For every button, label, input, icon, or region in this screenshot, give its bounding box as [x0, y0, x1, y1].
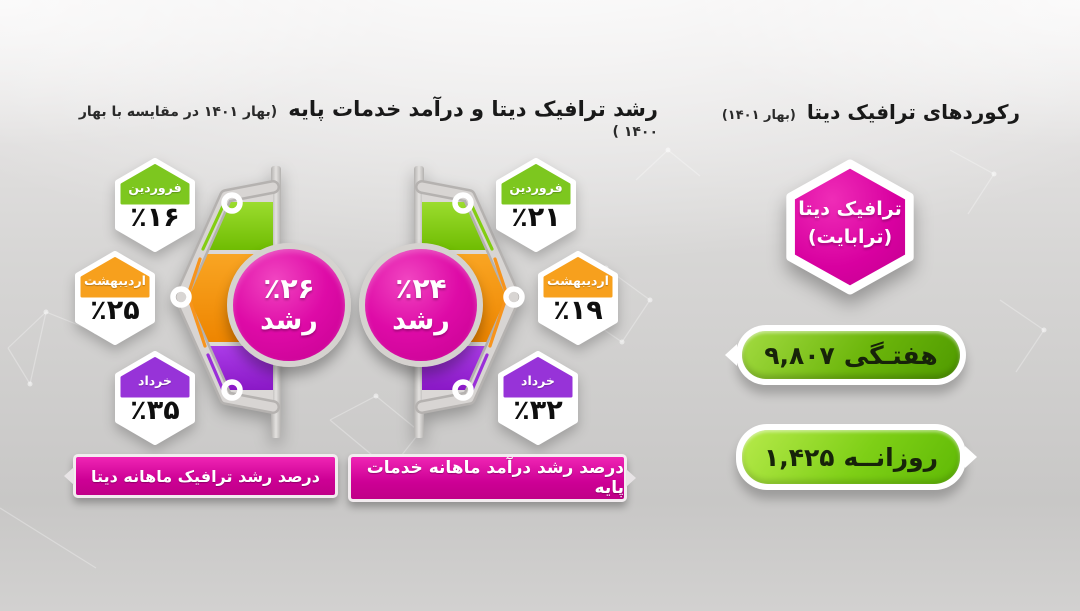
month-value: ٪۲۵	[90, 295, 140, 326]
purple-track-line	[470, 353, 489, 392]
traffic-unit-label: ترافیک دیتا (ترابایت)	[785, 195, 915, 251]
traffic-growth-percent: ٪۲۶	[263, 272, 315, 305]
badge-revenue-ordibehesht: اردیبهشت ٪۱۹	[535, 251, 621, 345]
month-name: خرداد	[138, 373, 172, 388]
badge-hexagon-icon	[538, 251, 618, 345]
traffic-growth-total-badge: ٪۲۶ رشد	[227, 243, 351, 367]
connector-dot-icon	[452, 379, 474, 401]
badge-hexagon-icon	[498, 351, 578, 445]
daily-record-content: روزانــه ۱,۴۲۵	[742, 430, 960, 484]
main-title-note: (بهار ۱۴۰۱ در مقایسه با بهار ۱۴۰۰ )	[78, 104, 658, 140]
month-value: ٪۲۱	[511, 202, 561, 233]
badge-traffic-ordibehesht: اردیبهشت ٪۲۵	[72, 251, 158, 345]
badge-hexagon-icon	[496, 158, 576, 252]
green-track-line	[201, 204, 225, 251]
weekly-value: ۹,۸۰۷	[764, 340, 835, 370]
badge-hexagon-icon	[115, 158, 195, 252]
month-value: ٪۱۹	[553, 295, 603, 326]
connector-dot-icon	[170, 286, 192, 308]
revenue-caption-bar: درصد رشد درآمد ماهانه خدمات پایه	[348, 454, 636, 502]
main-title-text: رشد ترافیک دیتا و درآمد خدمات پایه	[288, 97, 658, 121]
badge-hexagon-icon	[75, 251, 155, 345]
month-value: ٪۳۵	[130, 395, 180, 426]
traffic-caption-text: درصد رشد ترافیک ماهانه دیتا	[91, 466, 320, 486]
month-name: خرداد	[521, 373, 555, 388]
revenue-growth-label: رشد	[392, 305, 450, 336]
month-name: اردیبهشت	[547, 273, 609, 288]
purple-track-line	[206, 353, 225, 392]
green-track-line	[470, 204, 494, 251]
badge-traffic-farvardin: فروردین ٪۱۶	[112, 158, 198, 252]
connector-dot-icon	[221, 192, 243, 214]
badge-traffic-khordad: خرداد ٪۳۵	[112, 351, 198, 445]
traffic-growth-label: رشد	[260, 305, 318, 336]
arrow-right-icon	[965, 446, 977, 468]
daily-record-pill: روزانــه ۱,۴۲۵	[736, 424, 977, 490]
weekly-label: هفتـگی	[843, 340, 938, 370]
arrow-notch-icon	[626, 469, 636, 487]
arrow-left-icon	[725, 344, 737, 366]
badge-revenue-khordad: خرداد ٪۳۲	[495, 351, 581, 445]
weekly-record-pill: هفتـگی ۹,۸۰۷	[725, 325, 966, 385]
month-name: اردیبهشت	[84, 273, 146, 288]
daily-label: روزانــه	[843, 442, 939, 472]
month-name: فروردین	[509, 180, 563, 195]
records-title-note: (بهار ۱۴۰۱)	[721, 108, 796, 123]
month-value: ٪۳۲	[513, 395, 563, 426]
badge-revenue-farvardin: فروردین ٪۲۱	[493, 158, 579, 252]
revenue-growth-percent: ٪۲۴	[395, 272, 447, 305]
connector-dot-icon	[503, 286, 525, 308]
traffic-unit-hexagon: ترافیک دیتا (ترابایت)	[785, 159, 915, 295]
main-title: رشد ترافیک دیتا و درآمد خدمات پایه (بهار…	[58, 97, 658, 140]
magenta-hexagon-icon	[786, 159, 914, 295]
records-title: رکوردهای ترافیک دیتا (بهار ۱۴۰۱)	[714, 100, 1020, 124]
month-value: ٪۱۶	[130, 202, 180, 233]
connector-dot-icon	[221, 379, 243, 401]
connector-dot-icon	[452, 192, 474, 214]
traffic-caption-bar: درصد رشد ترافیک ماهانه دیتا	[64, 454, 338, 498]
revenue-growth-total-badge: ٪۲۴ رشد	[359, 243, 483, 367]
revenue-caption-text: درصد رشد درآمد ماهانه خدمات پایه	[366, 458, 624, 498]
traffic-unit-line1: ترافیک دیتا	[798, 198, 902, 220]
month-name: فروردین	[128, 180, 182, 195]
traffic-unit-line2: (ترابایت)	[807, 226, 893, 248]
daily-value: ۱,۴۲۵	[763, 442, 835, 472]
hexagon-ring	[176, 182, 278, 412]
records-title-text: رکوردهای ترافیک دیتا	[806, 100, 1020, 124]
hexagon-ring	[417, 182, 519, 412]
arrow-notch-icon	[64, 467, 74, 485]
weekly-record-content: هفتـگی ۹,۸۰۷	[742, 331, 960, 379]
badge-hexagon-icon	[115, 351, 195, 445]
